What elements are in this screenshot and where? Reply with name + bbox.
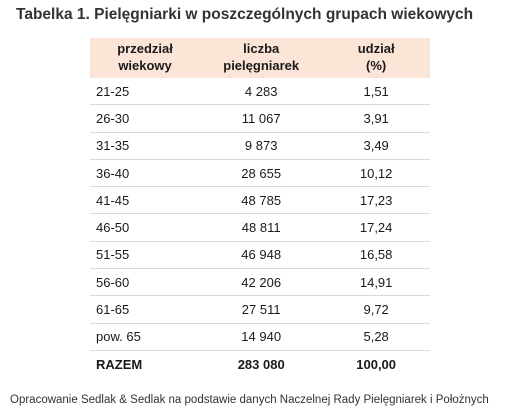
count-cell: 27 511 xyxy=(200,295,323,324)
age-cell: 21-25 xyxy=(90,78,201,106)
table-row: 51-55 46 948 16,58 xyxy=(90,241,430,270)
share-cell: 17,24 xyxy=(322,213,430,242)
table-row: 31-35 9 873 3,49 xyxy=(90,132,430,160)
total-label-cell: RAZEM xyxy=(96,356,143,372)
share-cell: 17,23 xyxy=(322,186,430,215)
count-cell: 11 067 xyxy=(200,104,323,133)
age-cell: 41-45 xyxy=(90,186,201,215)
share-cell: 1,51 xyxy=(322,78,430,106)
share-cell: 3,91 xyxy=(322,104,430,133)
share-cell: 14,91 xyxy=(322,268,430,297)
table-row: 61-65 27 511 9,72 xyxy=(90,295,430,324)
age-cell: 46-50 xyxy=(90,213,201,242)
table-row: 21-25 4 283 1,51 xyxy=(90,78,430,106)
share-cell: 5,28 xyxy=(322,323,430,351)
table-row: 56-60 42 206 14,91 xyxy=(90,268,430,297)
count-cell: 9 873 xyxy=(200,132,323,160)
age-cell: pow. 65 xyxy=(90,323,201,351)
age-cell: 26-30 xyxy=(90,104,201,133)
table-row: 46-50 48 811 17,24 xyxy=(90,213,430,242)
share-cell: 16,58 xyxy=(322,241,430,270)
share-cell: 9,72 xyxy=(322,295,430,324)
count-cell: 14 940 xyxy=(200,323,323,351)
age-cell: 36-40 xyxy=(90,159,201,188)
count-cell: 48 811 xyxy=(200,213,323,242)
header-nurse-count: liczba pielęgniarek xyxy=(200,38,323,78)
table-row: 26-30 11 067 3,91 xyxy=(90,104,430,133)
count-cell: 48 785 xyxy=(200,186,323,215)
nurses-age-table: przedział wiekowy liczba pielęgniarek ud… xyxy=(90,38,430,377)
table-title: Tabelka 1. Pielęgniarki w poszczególnych… xyxy=(16,6,474,23)
table-row: 41-45 48 785 17,23 xyxy=(90,186,430,215)
count-cell: 42 206 xyxy=(200,268,323,297)
share-cell: 3,49 xyxy=(322,132,430,160)
header-age-group: przedział wiekowy xyxy=(90,38,201,78)
source-note: Opracowanie Sedlak & Sedlak na podstawie… xyxy=(10,394,489,406)
table-row: pow. 65 14 940 5,28 xyxy=(90,323,430,351)
age-cell: 61-65 xyxy=(90,295,201,324)
age-cell: 51-55 xyxy=(90,241,201,270)
table-row: 36-40 28 655 10,12 xyxy=(90,159,430,188)
count-cell: 28 655 xyxy=(200,159,323,188)
table-header-row: przedział wiekowy liczba pielęgniarek ud… xyxy=(90,38,430,78)
total-count-cell: 283 080 xyxy=(237,356,285,372)
total-row: RAZEM 283 080 100,00 xyxy=(90,350,430,377)
age-cell: 31-35 xyxy=(90,132,201,160)
count-cell: 46 948 xyxy=(200,241,323,270)
total-share-cell: 100,00 xyxy=(356,356,397,372)
count-cell: 4 283 xyxy=(200,78,323,106)
age-cell: 56-60 xyxy=(90,268,201,297)
header-share: udział (%) xyxy=(322,38,430,78)
share-cell: 10,12 xyxy=(322,159,430,188)
